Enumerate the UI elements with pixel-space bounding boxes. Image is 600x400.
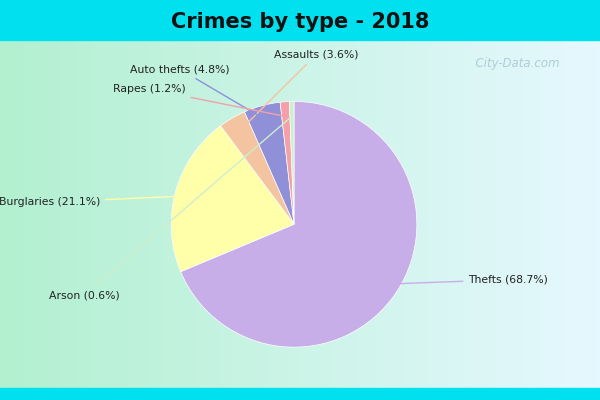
Text: Arson (0.6%): Arson (0.6%) [49,118,290,300]
Text: Burglaries (21.1%): Burglaries (21.1%) [0,196,187,207]
Text: Rapes (1.2%): Rapes (1.2%) [113,84,283,116]
Wedge shape [289,102,294,224]
Wedge shape [181,102,417,347]
Text: Crimes by type - 2018: Crimes by type - 2018 [171,12,429,32]
Wedge shape [245,102,294,224]
Wedge shape [280,102,294,224]
Wedge shape [171,126,294,272]
Wedge shape [221,112,294,224]
Text: Thefts (68.7%): Thefts (68.7%) [387,274,548,284]
Text: Assaults (3.6%): Assaults (3.6%) [242,50,358,129]
Text: Auto thefts (4.8%): Auto thefts (4.8%) [130,64,263,118]
Text: City-Data.com: City-Data.com [468,58,560,70]
